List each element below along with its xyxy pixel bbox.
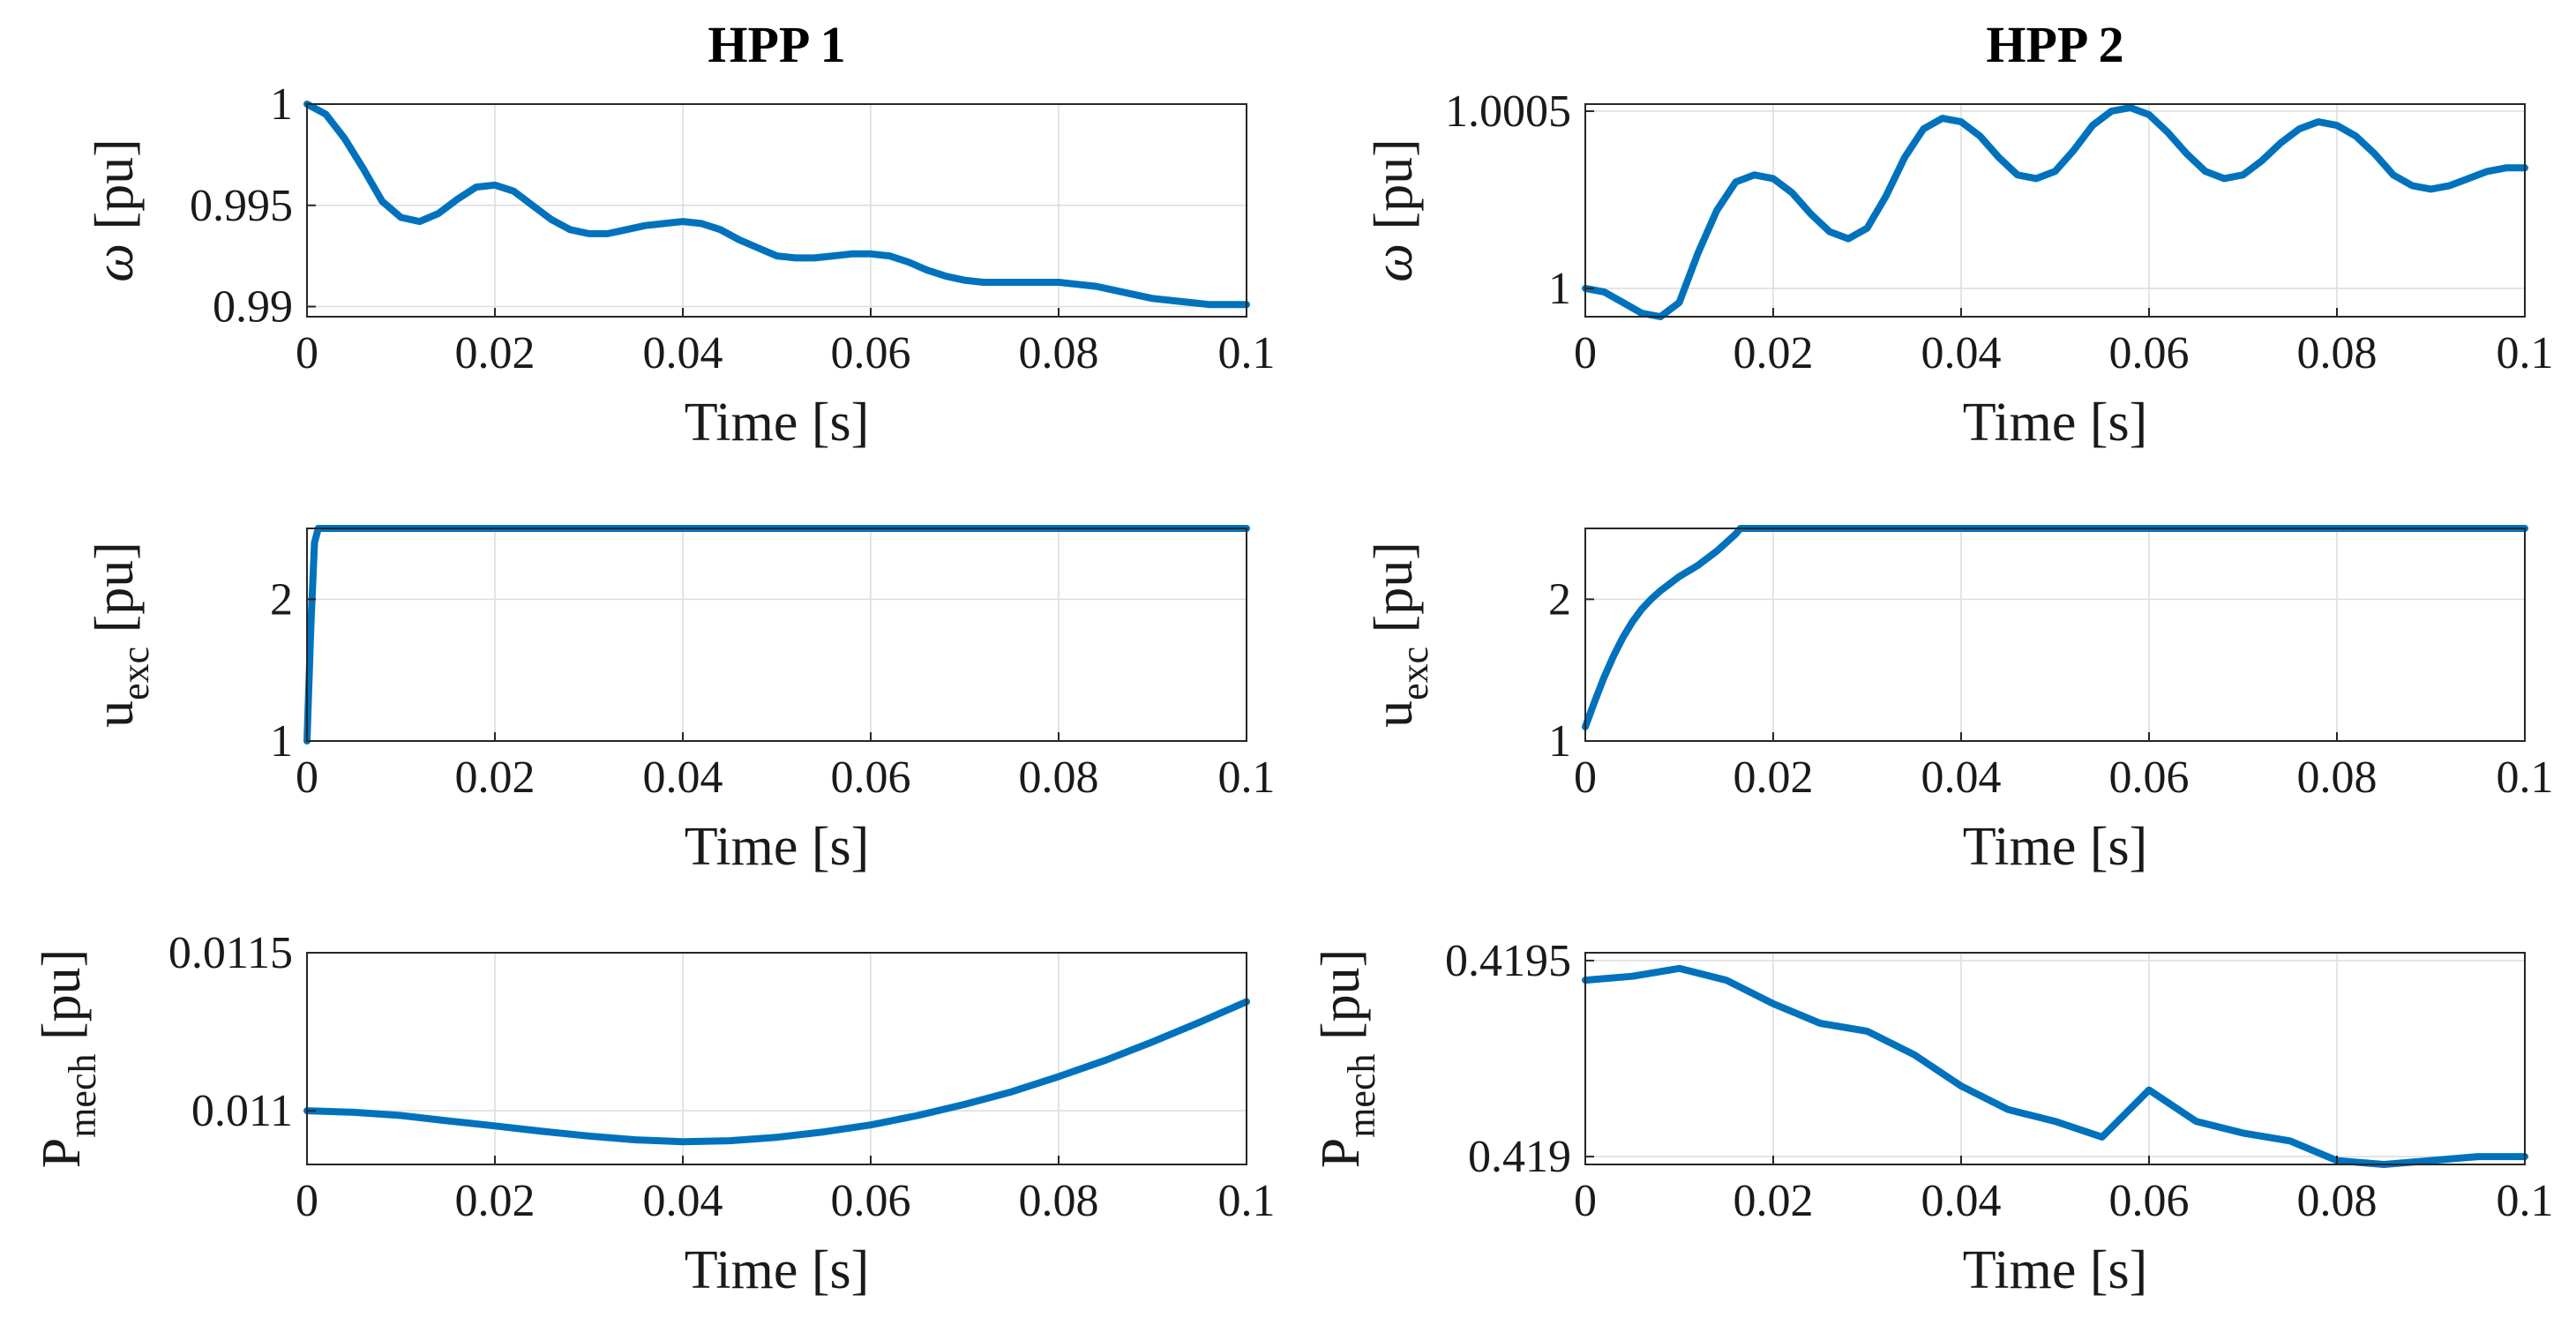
x-tick-label: 0.08 xyxy=(1019,328,1099,378)
x-tick-label: 0.02 xyxy=(455,328,535,378)
hpp2-omega-axes: 0 0.02 0.04 0.06 0.08 0.1 1 1.0005 Time [s] ω [pu… xyxy=(1364,16,2554,453)
series-line-P_mech xyxy=(1582,964,2528,1168)
x-tick-label: 0.1 xyxy=(1218,1176,1276,1226)
x-tick-label: 0.02 xyxy=(455,1176,535,1226)
series-line-u_exc xyxy=(303,525,1250,745)
y-label-unit: [pu] xyxy=(1364,542,1424,647)
x-axis-label: Time [s] xyxy=(685,393,870,453)
y-tick-label: 2 xyxy=(270,574,293,625)
y-tick-label: 1 xyxy=(270,716,293,767)
x-tick-label: 0.08 xyxy=(1019,752,1099,803)
y-label-main: u xyxy=(85,700,145,728)
axes-frame xyxy=(1584,103,2526,318)
axes-frame xyxy=(306,103,1247,318)
axes-frame xyxy=(306,952,1247,1165)
x-tick-label: 0.06 xyxy=(831,328,911,378)
series-line-u_exc xyxy=(1582,525,2528,730)
y-label-subscript: exc xyxy=(114,647,157,700)
hpp1-uexc-axes: 0 0.02 0.04 0.06 0.08 0.1 1 2 Time [s] uexc [pu] xyxy=(85,525,1276,877)
x-tick-label: 0 xyxy=(1574,328,1597,378)
x-tick-label: 0.06 xyxy=(2109,328,2190,378)
x-tick-label: 0.02 xyxy=(1734,1176,1814,1226)
x-tick-label: 0 xyxy=(296,1176,318,1226)
chart-title: HPP 1 xyxy=(708,16,845,73)
x-tick-label: 0.04 xyxy=(643,1176,723,1226)
y-axis-label: uexc [pu] xyxy=(1364,542,1436,728)
hpp2-pmech-axes: 0 0.02 0.04 0.06 0.08 0.1 0.419 0.4195 Time [s] P… xyxy=(1311,936,2554,1300)
y-label-symbol: ω xyxy=(85,243,145,282)
y-tick-label: 2 xyxy=(1548,574,1571,625)
x-tick-label: 0.06 xyxy=(2109,1176,2190,1226)
x-tick-label: 0.08 xyxy=(2297,752,2378,803)
x-tick-label: 0.1 xyxy=(1218,752,1276,803)
y-label-main: u xyxy=(1364,700,1424,728)
y-tick-label: 0.0115 xyxy=(168,928,293,978)
x-tick-label: 0.06 xyxy=(2109,752,2190,803)
x-tick-label: 0.04 xyxy=(1921,1176,2002,1226)
x-axis-label: Time [s] xyxy=(1963,1240,2148,1300)
y-tick-label: 0.011 xyxy=(191,1086,293,1136)
x-axis-label: Time [s] xyxy=(685,1240,870,1300)
x-tick-label: 0.08 xyxy=(2297,1176,2378,1226)
axes-frame xyxy=(1584,528,2526,742)
y-label-subscript: exc xyxy=(1393,647,1436,700)
y-axis-label: Pmech [pu] xyxy=(32,949,104,1169)
x-axis-label: Time [s] xyxy=(685,817,870,877)
x-tick-label: 0.02 xyxy=(455,752,535,803)
x-tick-label: 0.1 xyxy=(2497,1176,2554,1226)
y-tick-label: 0.99 xyxy=(213,282,293,333)
hpp1-omega-axes: 0 0.02 0.04 0.06 0.08 0.1 0.99 0.995 1 Time [s] ω … xyxy=(85,16,1276,453)
x-tick-label: 0.08 xyxy=(2297,328,2378,378)
y-label-unit: [pu] xyxy=(32,949,92,1054)
x-tick-label: 0.08 xyxy=(1019,1176,1099,1226)
x-tick-label: 0 xyxy=(1574,752,1597,803)
axes-frame xyxy=(1584,952,2526,1165)
x-tick-label: 0.04 xyxy=(1921,752,2002,803)
x-tick-label: 0.04 xyxy=(643,752,723,803)
y-label-unit: [pu] xyxy=(85,542,145,647)
y-tick-label: 0.419 xyxy=(1468,1132,1571,1182)
y-axis-label: Pmech [pu] xyxy=(1311,949,1383,1169)
series-line-omega xyxy=(303,101,1250,309)
x-tick-label: 0.02 xyxy=(1734,328,1814,378)
y-tick-label: 0.995 xyxy=(190,181,293,231)
x-tick-label: 0 xyxy=(1574,1176,1597,1226)
y-axis-label: ω [pu] xyxy=(85,138,145,282)
y-tick-label: 0.4195 xyxy=(1445,936,1571,986)
y-tick-label: 1 xyxy=(1548,716,1571,767)
x-axis-label: Time [s] xyxy=(1963,817,2148,877)
y-label-main: P xyxy=(32,1138,92,1168)
axes-frame xyxy=(306,528,1247,742)
y-label-unit: [pu] xyxy=(1311,949,1371,1054)
x-tick-label: 0.06 xyxy=(831,1176,911,1226)
y-tick-label: 1.0005 xyxy=(1445,86,1571,137)
y-label-subscript: mech xyxy=(1340,1054,1383,1138)
series-line-P_mech xyxy=(303,998,1250,1146)
x-tick-label: 0 xyxy=(296,752,318,803)
series-line-omega xyxy=(1582,104,2528,320)
chart-title: HPP 2 xyxy=(1986,16,2123,73)
y-axis-label: uexc [pu] xyxy=(85,542,157,728)
x-tick-label: 0.1 xyxy=(2497,328,2554,378)
y-label-symbol: ω xyxy=(1364,243,1424,282)
hpp1-pmech-axes: 0 0.02 0.04 0.06 0.08 0.1 0.011 0.0115 Time [s] P… xyxy=(32,928,1276,1300)
y-label-unit: [pu] xyxy=(85,138,145,243)
x-tick-label: 0 xyxy=(296,328,318,378)
y-axis-label: ω [pu] xyxy=(1364,138,1424,282)
x-tick-label: 0.04 xyxy=(643,328,723,378)
x-tick-label: 0.02 xyxy=(1734,752,1814,803)
x-tick-label: 0.04 xyxy=(1921,328,2002,378)
x-tick-label: 0.1 xyxy=(1218,328,1276,378)
y-tick-label: 1 xyxy=(1548,264,1571,314)
x-axis-label: Time [s] xyxy=(1963,393,2148,453)
x-tick-label: 0.06 xyxy=(831,752,911,803)
y-tick-label: 1 xyxy=(270,79,293,130)
y-label-main: P xyxy=(1311,1138,1371,1168)
hpp2-uexc-axes: 0 0.02 0.04 0.06 0.08 0.1 1 2 Time [s] uexc [pu] xyxy=(1364,525,2554,877)
y-label-unit: [pu] xyxy=(1364,138,1424,243)
x-tick-label: 0.1 xyxy=(2497,752,2554,803)
y-label-subscript: mech xyxy=(61,1054,104,1138)
